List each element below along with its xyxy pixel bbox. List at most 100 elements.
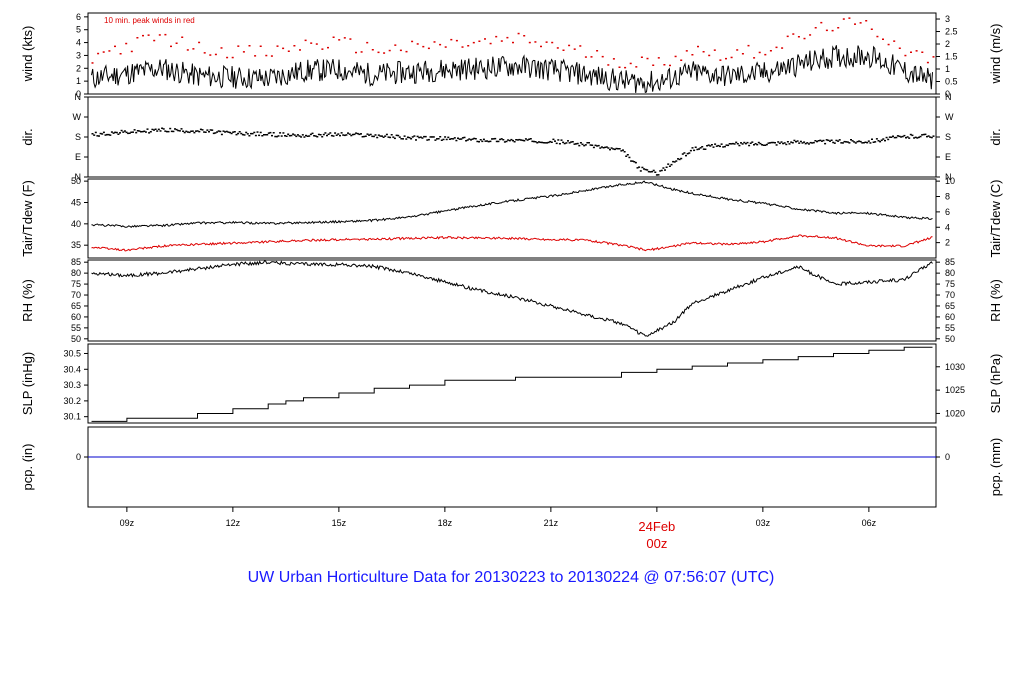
y-tick-label-right: 6: [945, 207, 950, 217]
series-wind-10-point: [371, 49, 374, 51]
series-wind-10-point: [231, 56, 234, 59]
series-dir-0-point: [738, 144, 741, 147]
series-dir-0-point: [707, 144, 710, 146]
series-dir-0-point: [649, 171, 652, 173]
series-dir-0-point: [322, 133, 325, 136]
series-dir-0-point: [625, 155, 628, 157]
series-dir-0-point: [267, 132, 270, 134]
series-dir-0-point: [128, 132, 131, 134]
series-dir-0-point: [769, 142, 772, 144]
y-tick-label-right: 75: [945, 279, 955, 289]
series-dir-0-point: [533, 140, 535, 143]
series-dir-0-point: [677, 158, 679, 160]
series-dir-0-point: [487, 140, 490, 143]
series-wind-10-point: [377, 51, 380, 54]
series-wind-10-point: [136, 37, 139, 39]
series-dir-0-point: [817, 140, 820, 142]
series-wind-10-point: [859, 22, 862, 24]
series-dir-0-point: [470, 139, 472, 141]
series-dir-0-point: [471, 138, 474, 140]
series-dir-0-point: [387, 136, 390, 138]
y-tick-label-right: N: [945, 172, 952, 182]
series-wind-10-point: [450, 38, 453, 41]
series-dir-0-point: [313, 135, 316, 137]
series-wind-10-point: [635, 66, 638, 68]
series-dir-0-point: [238, 131, 241, 133]
series-dir-0-point: [371, 135, 374, 138]
series-dir-0-point: [786, 141, 789, 143]
series-dir-0-point: [497, 140, 500, 143]
series-dir-0-point: [727, 144, 730, 147]
series-wind-10-point: [893, 40, 896, 42]
series-wind-10-point: [315, 43, 318, 45]
series-wind-10-point: [775, 46, 778, 49]
series-dir-0-point: [704, 148, 707, 150]
y-tick-label: 50: [71, 176, 81, 186]
series-dir-0-point: [308, 135, 311, 137]
series-wind-10-point: [209, 54, 212, 56]
series-dir-0-point: [489, 140, 492, 143]
series-dir-0-point: [476, 140, 479, 143]
y-tick-label: 55: [71, 323, 81, 333]
series-wind-10-point: [427, 47, 430, 50]
series-dir-0-point: [250, 132, 252, 135]
series-dir-0-point: [730, 143, 733, 145]
series-dir-0-point: [494, 137, 497, 140]
series-wind-10-point: [125, 42, 128, 45]
series-dir-0-point: [219, 130, 222, 133]
y-tick-label-right: 0.5: [945, 77, 958, 87]
series-dir-0-point: [243, 134, 246, 136]
series-dir-0-point: [811, 142, 814, 144]
series-dir-0-point: [512, 139, 514, 142]
y-tick-label: N: [75, 92, 82, 102]
series-wind-10-point: [366, 41, 369, 44]
series-wind-10-point: [882, 38, 884, 40]
series-dir-0-point: [555, 142, 558, 145]
series-dir-0-point: [929, 136, 932, 138]
series-dir-0-point: [804, 142, 807, 145]
series-wind-10-point: [803, 37, 806, 40]
series-wind-10-point: [697, 45, 699, 48]
series-dir-0-point: [565, 142, 568, 144]
series-dir-0-point: [379, 135, 382, 137]
series-dir-0-point: [854, 142, 857, 144]
series-dir-0-point: [369, 133, 372, 136]
series-dir-0-point: [770, 141, 773, 144]
y-tick-label: 6: [76, 12, 81, 22]
series-dir-0-point: [793, 139, 796, 142]
series-dir-0-point: [631, 160, 634, 162]
series-wind-10-point: [304, 39, 307, 42]
series-dir-0-point: [321, 136, 324, 138]
series-dir-0-point: [670, 163, 673, 166]
series-wind-10-point: [383, 52, 386, 54]
series-dir-0-point: [699, 147, 702, 149]
series-dir-0-point: [714, 143, 717, 145]
series-wind-10-point: [114, 45, 116, 48]
series-dir-0-point: [911, 134, 914, 137]
series-dir-0-point: [225, 130, 228, 133]
series-dir-0-point: [917, 136, 920, 139]
panel-frame: [87, 96, 937, 178]
y-axis-label-left: wind (kts): [20, 26, 35, 83]
series-dir-0-point: [93, 134, 96, 136]
series-wind-10-point: [467, 45, 470, 47]
series-dir-0-point: [499, 138, 502, 141]
series-wind-10-point: [276, 45, 279, 47]
series-dir-0-point: [858, 140, 861, 142]
series-dir-0-point: [874, 141, 877, 143]
series-dir-0-point: [698, 148, 700, 150]
midnight-hour-label: 00z: [646, 536, 667, 551]
y-tick-label: 80: [71, 268, 81, 278]
series-dir-0-point: [785, 143, 788, 146]
y-axis-label-left: Tair/Tdew (F): [20, 180, 35, 257]
series-dir-0-point: [845, 141, 848, 143]
series-wind-10-point: [624, 66, 627, 69]
series-dir-0-point: [332, 135, 335, 137]
series-wind-10-point: [618, 66, 621, 68]
series-dir-0-point: [290, 134, 293, 137]
series-dir-0-point: [465, 140, 468, 142]
series-dir-0-point: [753, 144, 755, 146]
series-dir-0-point: [919, 135, 922, 138]
series-dir-0-point: [523, 140, 526, 142]
series-dir-0-point: [612, 148, 615, 150]
